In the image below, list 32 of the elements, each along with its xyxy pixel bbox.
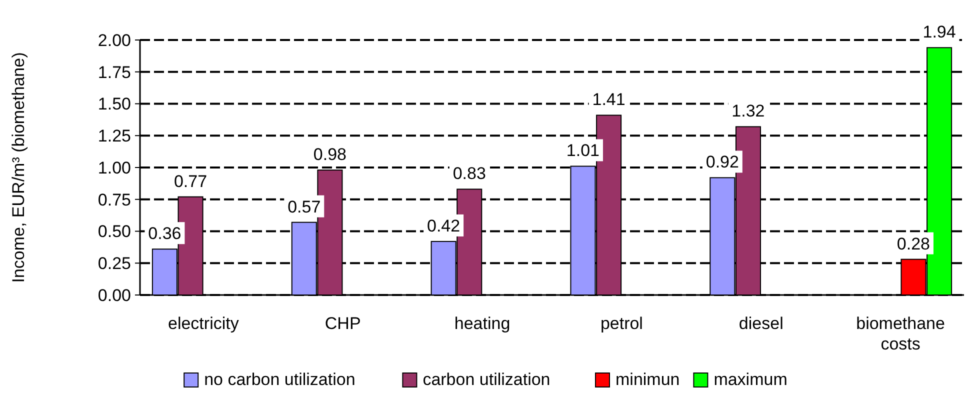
data-label: 0.42	[427, 216, 460, 236]
x-tick-label: diesel	[738, 314, 784, 333]
data-label: 1.94	[922, 22, 956, 42]
data-label: 1.41	[592, 90, 626, 110]
legend-label: carbon utilization	[422, 370, 550, 389]
x-tick-label: petrol	[600, 314, 643, 333]
legend-label: minimun	[616, 370, 680, 389]
y-tick-label: 0.00	[98, 286, 131, 305]
x-tick-label: electricity	[168, 314, 240, 333]
y-tick-label: 0.25	[98, 254, 131, 274]
legend-label: no carbon utilization	[204, 370, 356, 389]
y-tick-label: 2.00	[98, 30, 131, 50]
y-tick-label: 1.00	[98, 158, 131, 178]
y-tick-label: 0.50	[98, 222, 131, 242]
y-tick-label: 1.75	[98, 62, 131, 82]
data-label: 0.83	[452, 164, 486, 184]
y-axis-title: Income, EUR/m³ (biomethane)	[9, 52, 28, 283]
data-label: 0.92	[706, 152, 739, 172]
data-label: 1.32	[732, 102, 765, 121]
data-label: 0.98	[313, 145, 346, 164]
x-tick-label: biomethane costs	[856, 314, 945, 354]
data-label: 0.28	[896, 234, 930, 254]
data-label: 0.77	[174, 172, 208, 191]
y-tick-label: 1.25	[98, 126, 131, 146]
legend-label: maximum	[714, 370, 788, 389]
y-tick-label: 0.75	[98, 190, 131, 210]
x-tick-label: heating	[454, 314, 510, 333]
data-label: 0.36	[148, 224, 182, 244]
data-label: 1.01	[566, 141, 600, 160]
y-tick-label: 1.50	[98, 94, 131, 114]
x-tick-label: CHP	[324, 314, 361, 333]
data-label: 0.57	[288, 197, 321, 216]
